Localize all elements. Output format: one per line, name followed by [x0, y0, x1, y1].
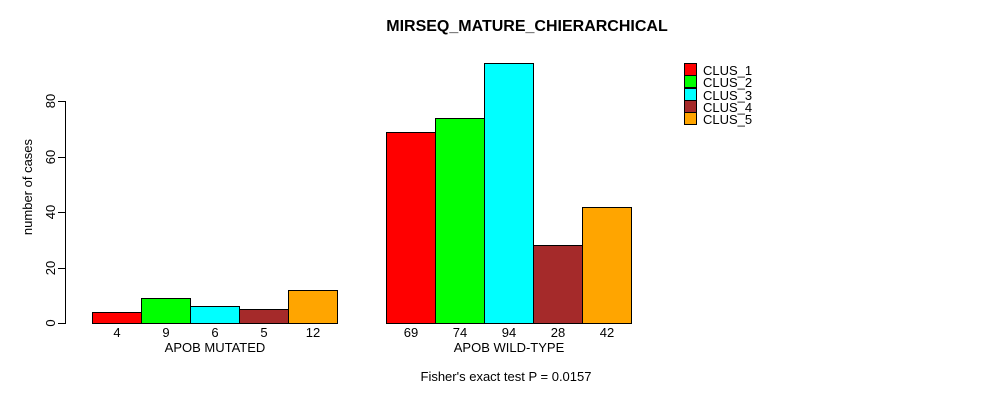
y-tick-mark — [58, 157, 65, 158]
legend-swatch-clus_2 — [684, 75, 697, 88]
bar-value-label: 6 — [211, 325, 219, 340]
bar-clus_3 — [190, 306, 240, 324]
bar-clus_5 — [582, 207, 632, 324]
y-tick-label: 40 — [43, 204, 58, 220]
bar-clus_5 — [288, 290, 338, 324]
bar-clus_2 — [141, 298, 191, 324]
y-tick-label: 0 — [43, 319, 58, 327]
y-tick-mark — [58, 268, 65, 269]
legend-label: CLUS_4 — [703, 100, 753, 115]
legend-label: CLUS_1 — [703, 63, 753, 78]
legend-label: CLUS_3 — [703, 88, 753, 103]
bar-clus_1 — [386, 132, 436, 324]
bar-value-label: 4 — [113, 325, 121, 340]
bar-value-label: 12 — [305, 325, 321, 340]
bar-value-label: 74 — [452, 325, 468, 340]
bar-clus_4 — [239, 309, 289, 324]
bar-clus_3 — [484, 63, 534, 324]
y-axis-line — [65, 101, 66, 324]
bar-value-label: 5 — [260, 325, 268, 340]
y-tick-mark — [58, 323, 65, 324]
bar-clus_1 — [92, 312, 142, 324]
y-axis-label: number of cases — [20, 138, 35, 236]
y-tick-label: 20 — [43, 260, 58, 276]
group-label: APOB MUTATED — [164, 340, 266, 355]
bar-value-label: 9 — [162, 325, 170, 340]
bar-clus_2 — [435, 118, 485, 324]
group-label: APOB WILD-TYPE — [453, 340, 565, 355]
y-tick-label: 80 — [43, 93, 58, 109]
bar-value-label: 69 — [403, 325, 419, 340]
chart-title: MIRSEQ_MATURE_CHIERARCHICAL — [386, 18, 668, 35]
y-tick-mark — [58, 101, 65, 102]
footnote: Fisher's exact test P = 0.0157 — [420, 369, 592, 384]
bar-value-label: 42 — [599, 325, 615, 340]
bar-clus_4 — [533, 245, 583, 324]
legend-label: CLUS_5 — [703, 112, 753, 127]
legend-label: CLUS_2 — [703, 75, 753, 90]
y-tick-label: 60 — [43, 149, 58, 165]
bar-value-label: 28 — [550, 325, 566, 340]
bar-value-label: 94 — [501, 325, 517, 340]
legend-swatch-clus_5 — [684, 112, 697, 125]
y-tick-mark — [58, 212, 65, 213]
